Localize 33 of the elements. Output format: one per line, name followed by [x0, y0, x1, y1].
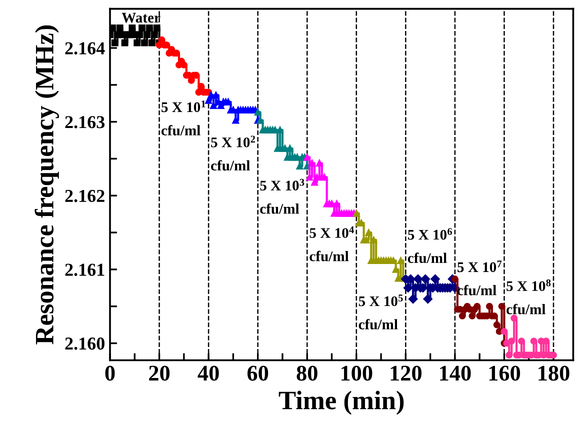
y-tick-label: 2.164	[65, 42, 105, 54]
y-tick-label: 2.161	[65, 264, 104, 276]
x-tick-label: 80	[296, 366, 318, 381]
x-tick-label: 20	[149, 366, 170, 381]
annotation: 5 X 10$^{2}$	[211, 136, 256, 148]
annotation: 5 X 10$^{6}$	[408, 228, 452, 240]
annotation: cfu/ml	[408, 252, 447, 263]
annotation: 5 X 10$^{8}$	[506, 279, 551, 292]
annotation: cfu/ml	[161, 125, 200, 136]
y-tick-label: 2.163	[65, 116, 105, 128]
annotation: cfu/ml	[211, 160, 250, 171]
y-tick-label: 2.162	[65, 190, 104, 202]
x-tick-label: 60	[247, 366, 268, 381]
x-tick-label: 160	[489, 366, 520, 381]
annotation: Water	[122, 12, 160, 23]
annotation: 5 X 10$^{3}$	[260, 178, 304, 191]
annotation: 5 X 10$^{5}$	[358, 294, 403, 306]
x-tick-label: 40	[198, 366, 219, 381]
annotation: 5 X 10$^{1}$	[162, 100, 206, 112]
annotation: cfu/ml	[260, 203, 300, 214]
annotation: cfu/ml	[358, 318, 398, 330]
annotation: cfu/ml	[310, 250, 349, 262]
x-tick-label: 140	[440, 366, 471, 381]
x-tick-label: 100	[342, 366, 372, 381]
y-axis-title: Resonance frequency (MHz)	[34, 25, 59, 344]
annotation: 5 X 10$^{7}$	[458, 260, 502, 272]
x-tick-label: 0	[105, 366, 115, 381]
x-tick-label: 120	[390, 366, 422, 381]
x-axis-title: Time (min)	[278, 390, 404, 415]
y-tick-label: 2.160	[65, 338, 104, 350]
x-tick-label: 180	[538, 366, 570, 381]
annotation: cfu/ml	[506, 304, 546, 314]
annotation: 5 X 10$^{4}$	[310, 226, 354, 238]
